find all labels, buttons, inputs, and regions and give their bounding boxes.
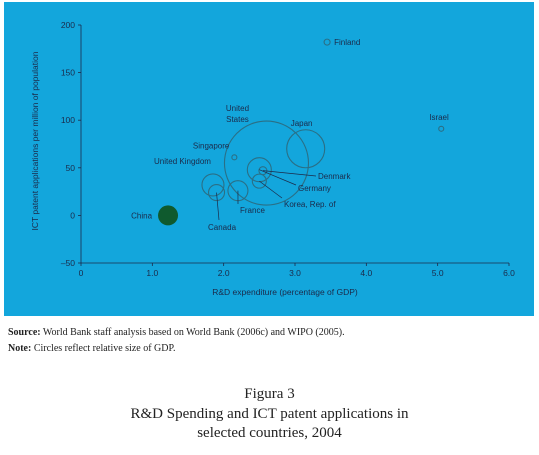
point-israel bbox=[438, 125, 445, 132]
scatter-chart: 0 1.0 2.0 3.0 4.0 5.0 6.0 200 150 100 50 0 –50 R&D ex… bbox=[30, 20, 515, 297]
circle-note: Note: Circles reflect relative size of G… bbox=[8, 342, 528, 355]
x-tick-label: 2.0 bbox=[218, 268, 230, 278]
label-japan: Japan bbox=[291, 119, 313, 128]
point-finland bbox=[323, 38, 331, 46]
leader-korea-rep-of bbox=[259, 180, 283, 199]
note-label: Note: bbox=[8, 343, 32, 354]
point-united-kingdom bbox=[201, 173, 225, 197]
y-tick-label: 50 bbox=[66, 163, 76, 173]
chart-panel: 0 1.0 2.0 3.0 4.0 5.0 6.0 200 150 100 50 0 –50 R&D ex… bbox=[4, 2, 534, 316]
y-tick-label: 150 bbox=[61, 68, 75, 78]
source-text: World Bank staff analysis based on World… bbox=[42, 327, 345, 338]
x-tick-label: 3.0 bbox=[289, 268, 301, 278]
label-finland: Finland bbox=[334, 38, 360, 47]
x-axis-title: R&D expenditure (percentage of GDP) bbox=[212, 287, 358, 297]
label-france: France bbox=[240, 206, 265, 215]
label-israel: Israel bbox=[429, 113, 449, 122]
label-china: China bbox=[131, 211, 152, 220]
source-label: Source: bbox=[8, 327, 41, 338]
point-germany bbox=[246, 157, 272, 183]
x-tick-label: 4.0 bbox=[360, 268, 372, 278]
leader-germany bbox=[259, 169, 297, 186]
label-korea-rep-of: Korea, Rep. of bbox=[284, 200, 336, 209]
x-tick-label: 5.0 bbox=[432, 268, 444, 278]
figure-caption: Figura 3 R&D Spending and ICT patent app… bbox=[0, 385, 539, 443]
source-note: Source: World Bank staff analysis based … bbox=[8, 326, 528, 339]
figure-title: R&D Spending and ICT patent applications… bbox=[130, 406, 409, 441]
y-tick-label: –50 bbox=[61, 258, 75, 268]
point-singapore bbox=[231, 154, 238, 161]
note-text: Circles reflect relative size of GDP. bbox=[33, 343, 176, 354]
leader-canada bbox=[216, 192, 220, 221]
label-germany: Germany bbox=[298, 184, 331, 193]
y-tick-label: 100 bbox=[61, 115, 75, 125]
x-tick-label: 6.0 bbox=[503, 268, 515, 278]
leader-denmark bbox=[262, 170, 317, 177]
y-tick-label: 200 bbox=[61, 20, 75, 30]
y-axis-title: ICT patent applications per million of p… bbox=[30, 51, 40, 230]
point-japan bbox=[286, 129, 326, 169]
figure-label: Figura 3 bbox=[244, 386, 295, 402]
label-singapore: Singapore bbox=[193, 141, 230, 150]
point-united-states bbox=[223, 120, 310, 206]
point-canada bbox=[207, 184, 226, 202]
label-united-kingdom: United Kingdom bbox=[154, 157, 211, 166]
point-korea-rep-of bbox=[251, 173, 267, 189]
y-tick-label: 0 bbox=[70, 210, 75, 220]
x-tick-label: 0 bbox=[79, 268, 84, 278]
point-china bbox=[158, 205, 179, 226]
label-denmark: Denmark bbox=[318, 172, 351, 181]
x-tick-label: 1.0 bbox=[146, 268, 158, 278]
label-canada: Canada bbox=[208, 223, 237, 232]
label-united-states: United States bbox=[226, 104, 249, 124]
